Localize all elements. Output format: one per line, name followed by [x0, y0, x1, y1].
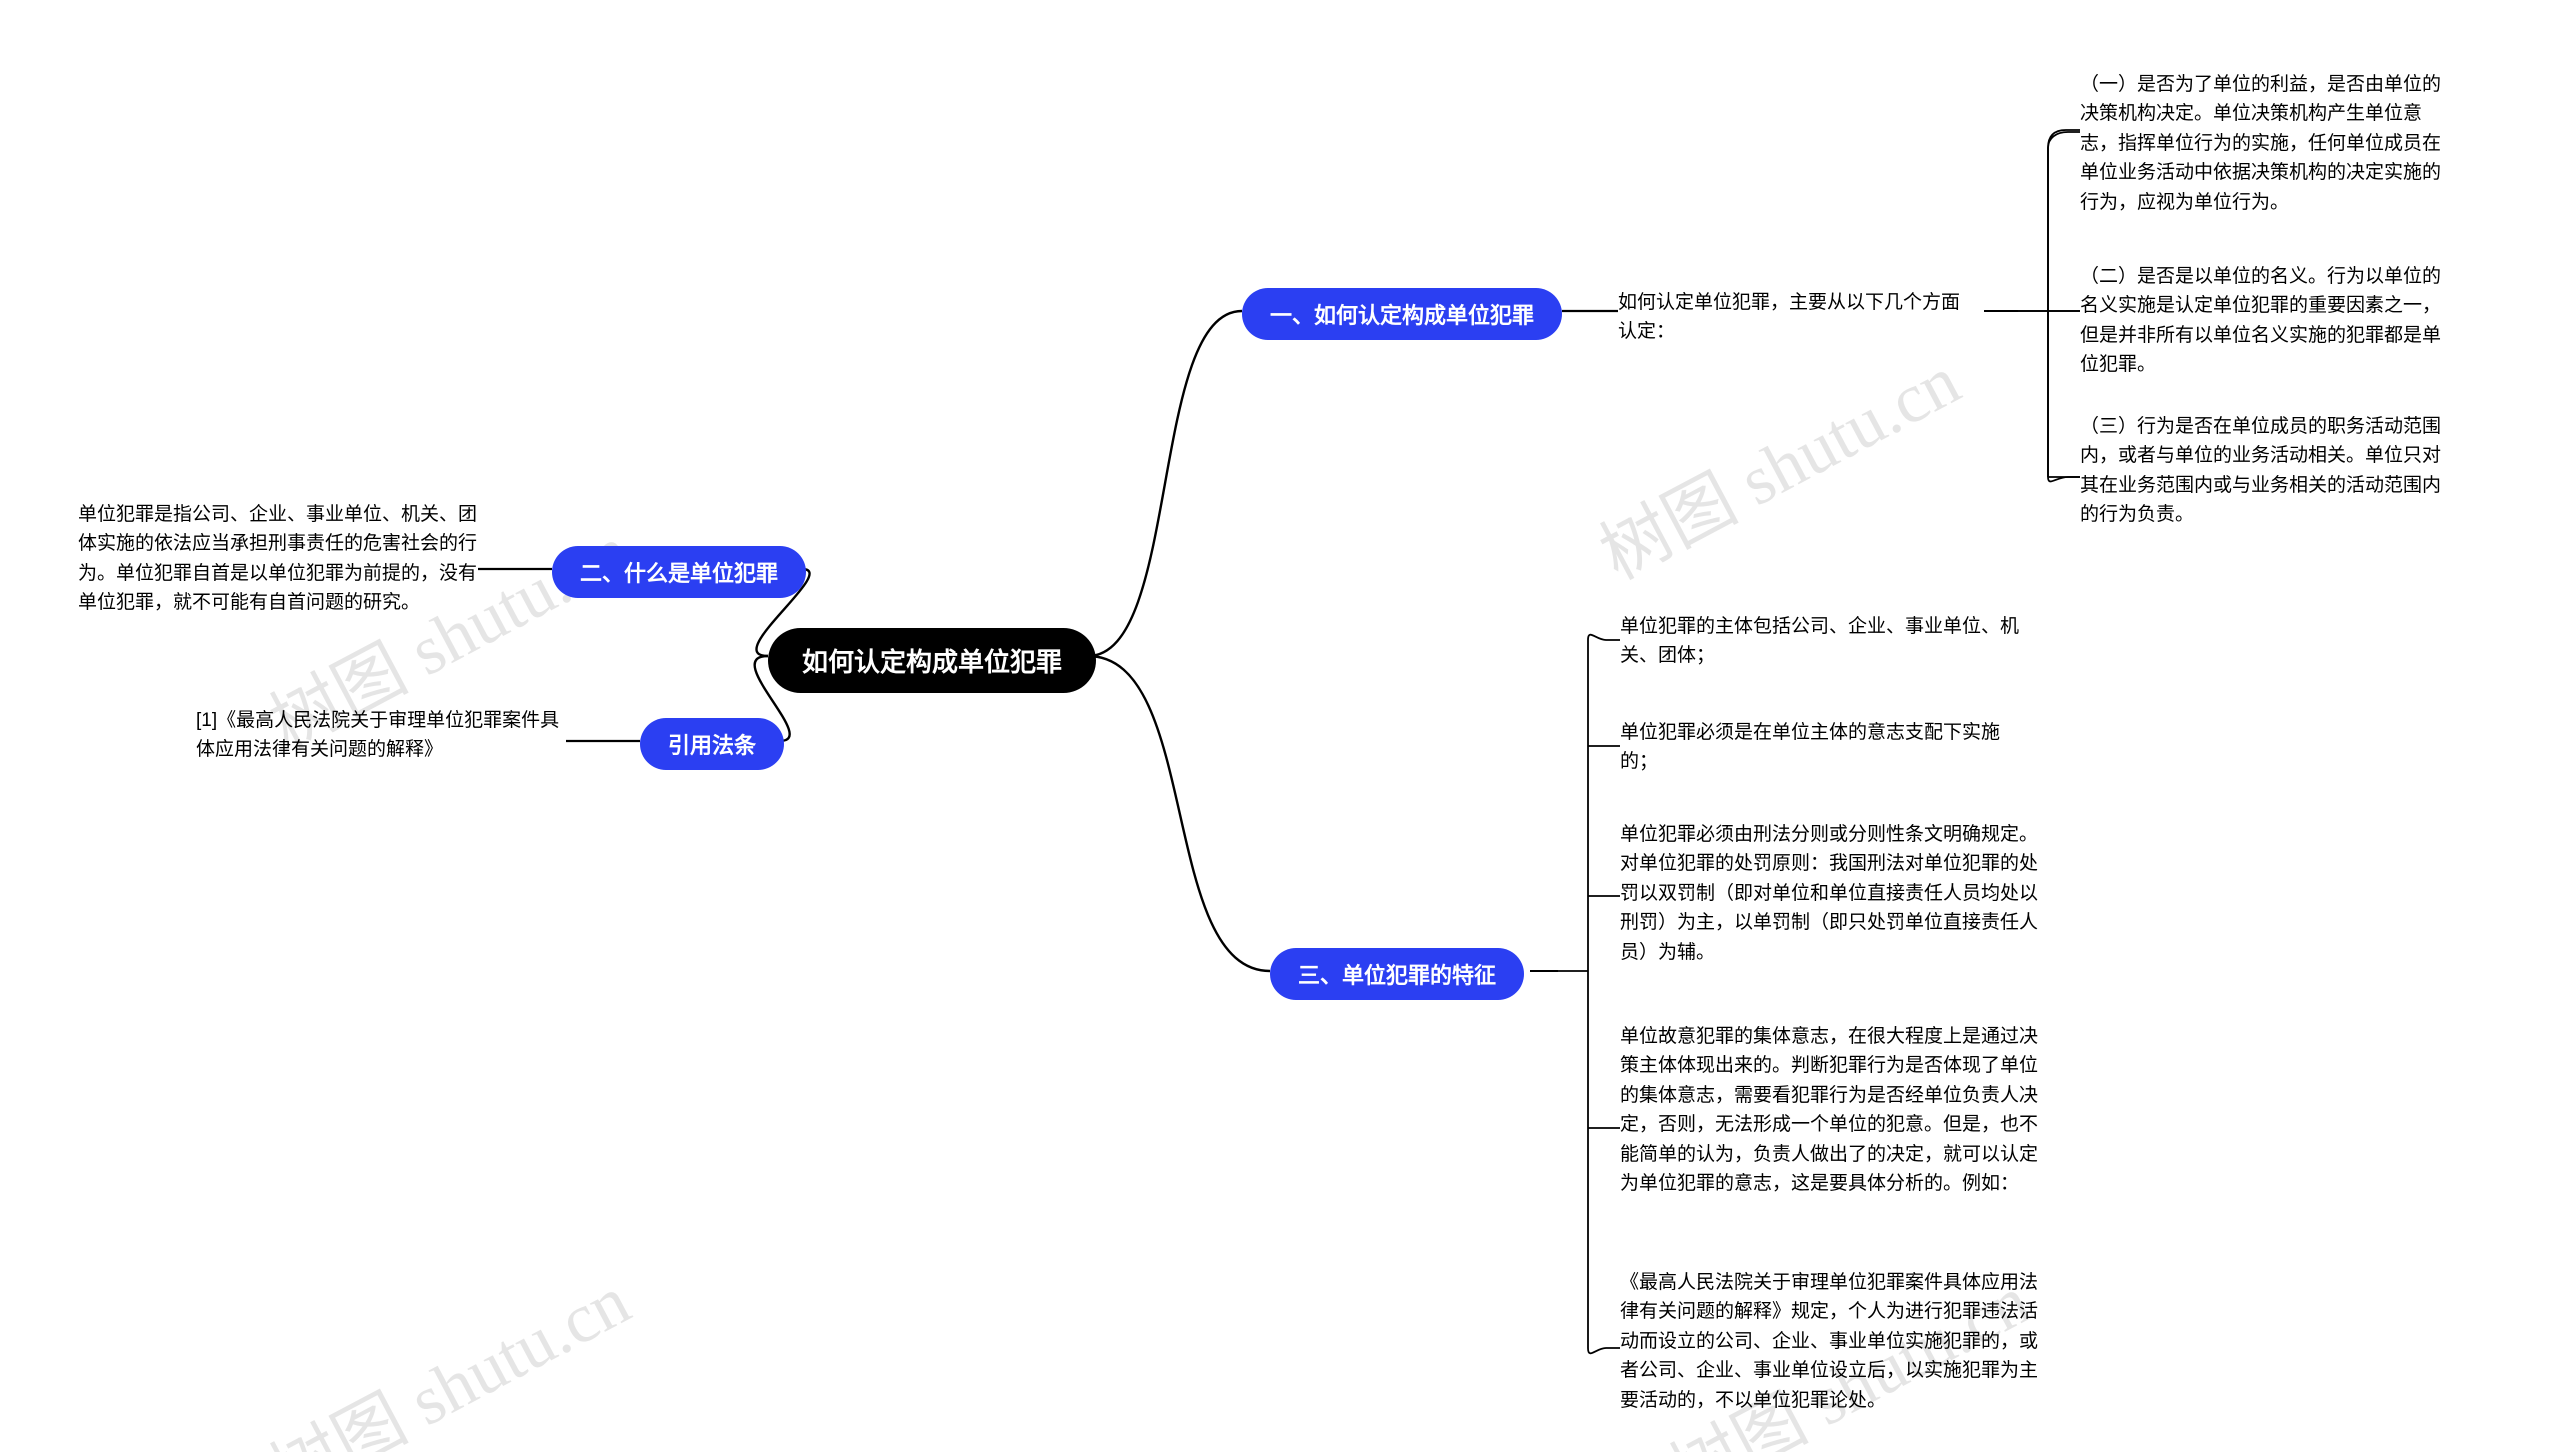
branch-node-citation[interactable]: 引用法条 [640, 718, 784, 770]
leaf-1a: （一）是否为了单位的利益，是否由单位的决策机构决定。单位决策机构产生单位意志，指… [2080, 70, 2450, 217]
leaf-3b: 单位犯罪必须是在单位主体的意志支配下实施的； [1620, 718, 2020, 777]
branch-node-3[interactable]: 三、单位犯罪的特征 [1270, 948, 1524, 1000]
leaf-3a: 单位犯罪的主体包括公司、企业、事业单位、机关、团体； [1620, 612, 2020, 671]
branch1-summary: 如何认定单位犯罪，主要从以下几个方面认定： [1618, 288, 1978, 347]
watermark: 树图 shutu.cn [250, 1246, 644, 1452]
mindmap-canvas: 树图 shutu.cn 树图 shutu.cn 树图 shutu.cn 树图 s… [0, 0, 2560, 1452]
leaf-3d: 单位故意犯罪的集体意志，在很大程度上是通过决策主体体现出来的。判断犯罪行为是否体… [1620, 1022, 2040, 1199]
leaf-2: 单位犯罪是指公司、企业、事业单位、机关、团体实施的依法应当承担刑事责任的危害社会… [78, 500, 478, 618]
branch-node-2[interactable]: 二、什么是单位犯罪 [552, 546, 806, 598]
leaf-3c: 单位犯罪必须由刑法分则或分则性条文明确规定。对单位犯罪的处罚原则：我国刑法对单位… [1620, 820, 2040, 967]
branch-node-1[interactable]: 一、如何认定构成单位犯罪 [1242, 288, 1562, 340]
root-node[interactable]: 如何认定构成单位犯罪 [768, 628, 1096, 693]
leaf-1c: （三）行为是否在单位成员的职务活动范围内，或者与单位的业务活动相关。单位只对其在… [2080, 412, 2450, 530]
leaf-citation: [1]《最高人民法院关于审理单位犯罪案件具体应用法律有关问题的解释》 [196, 706, 566, 765]
leaf-1b: （二）是否是以单位的名义。行为以单位的名义实施是认定单位犯罪的重要因素之一，但是… [2080, 262, 2450, 380]
watermark: 树图 shutu.cn [1580, 326, 1974, 600]
leaf-3e: 《最高人民法院关于审理单位犯罪案件具体应用法律有关问题的解释》规定，个人为进行犯… [1620, 1268, 2040, 1415]
